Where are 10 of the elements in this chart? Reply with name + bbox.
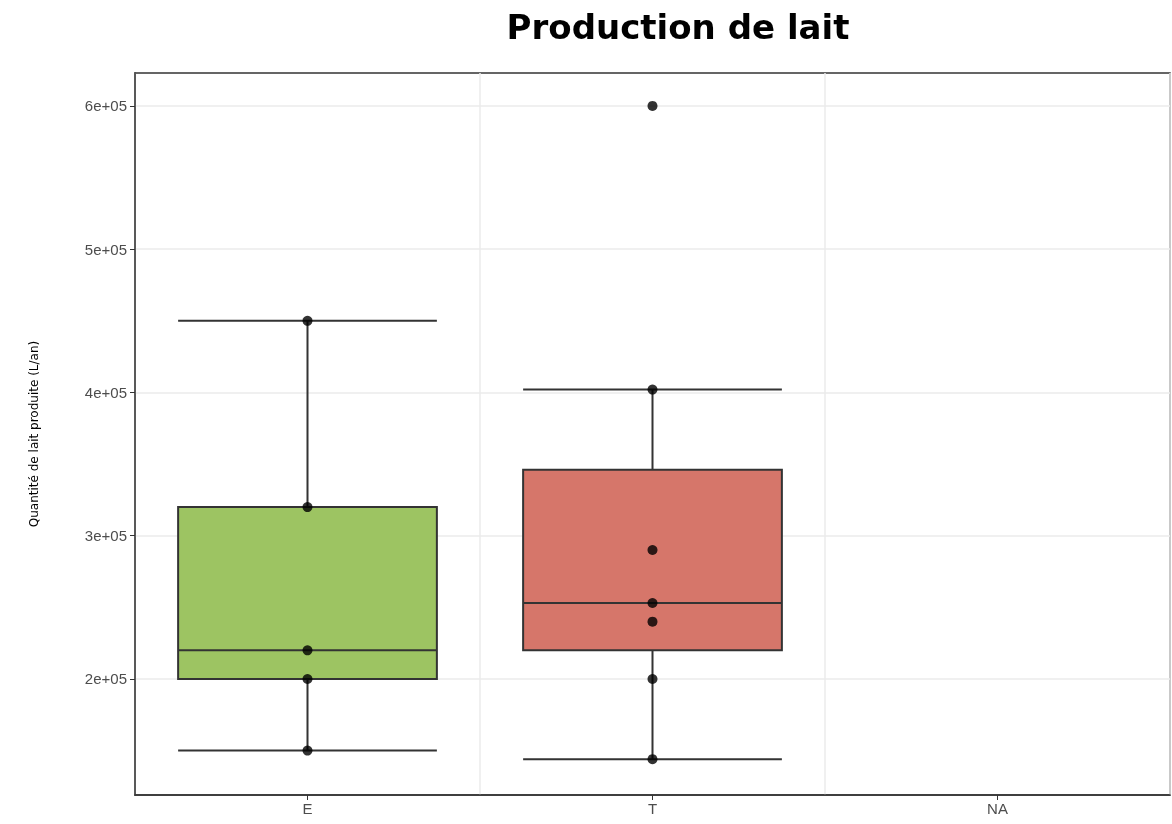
y-tick-label: 4e+05 <box>84 383 127 401</box>
x-tick-label: NA <box>987 800 1008 817</box>
y-tick-label: 5e+05 <box>84 240 127 258</box>
x-tick-label: E <box>302 800 313 817</box>
chart-title: Production de lait <box>506 7 850 47</box>
y-tick-label: 2e+05 <box>84 670 127 688</box>
y-tick-label: 3e+05 <box>84 527 127 545</box>
x-tick-label: T <box>647 800 658 817</box>
y-tick-label: 6e+05 <box>84 97 127 115</box>
y-axis-title: Quantité de lait produite (L/an) <box>27 340 41 528</box>
